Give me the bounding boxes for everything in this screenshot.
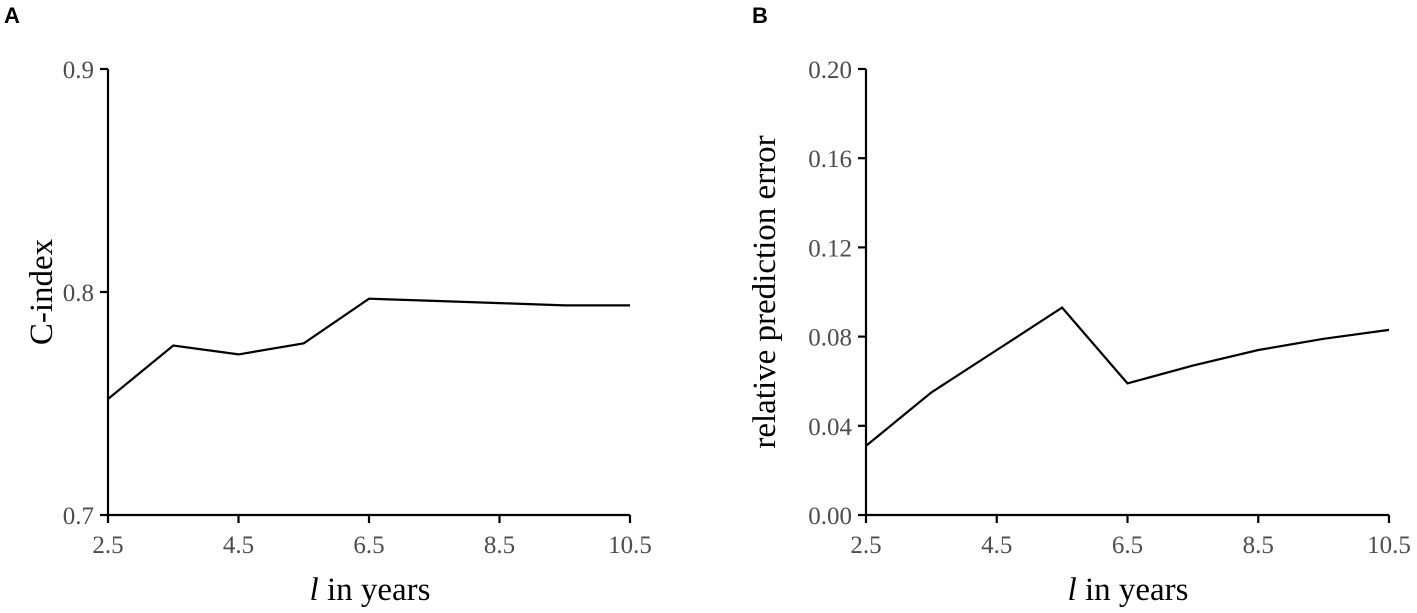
- y-tick-label: 0.08: [808, 325, 852, 352]
- x-tick-label: 2.5: [92, 532, 123, 559]
- x-axis-title-text: in years: [319, 572, 431, 608]
- chart-panel-a: A 0.7 0.8 0.9 2.5 4.5 6.5 8.5 10.5 C-index l in ye…: [4, 3, 652, 608]
- x-tick-label: 4.5: [981, 532, 1012, 559]
- y-tick-label: 0.04: [808, 414, 852, 441]
- x-axis-title-variable: l: [310, 572, 319, 608]
- series-line: [107, 297, 630, 400]
- x-tick-label: 6.5: [1112, 532, 1143, 559]
- y-tick-label: 0.20: [808, 57, 852, 84]
- y-tick-label: 0.00: [808, 503, 852, 530]
- x-axis-title: l in years: [1068, 572, 1189, 608]
- x-tick-label: 8.5: [1243, 532, 1274, 559]
- panel-label: A: [4, 3, 20, 28]
- x-tick-label: 8.5: [484, 532, 515, 559]
- x-tick-label: 4.5: [223, 532, 254, 559]
- panel-label: B: [752, 3, 768, 28]
- y-tick-label: 0.9: [63, 57, 94, 84]
- y-tick-label: 0.12: [808, 235, 852, 262]
- x-tick-label: 10.5: [608, 532, 652, 559]
- x-axis-title: l in years: [310, 572, 431, 608]
- x-axis-title-text: in years: [1077, 572, 1189, 608]
- y-axis-title: C-index: [24, 238, 60, 345]
- y-tick-label: 0.16: [808, 146, 852, 173]
- y-tick-label: 0.8: [63, 280, 94, 307]
- x-tick-label: 6.5: [353, 532, 384, 559]
- x-tick-label: 2.5: [850, 532, 881, 559]
- x-tick-label: 10.5: [1367, 532, 1411, 559]
- y-tick-label: 0.7: [63, 503, 94, 530]
- x-axis-title-variable: l: [1068, 572, 1077, 608]
- y-axis-title: relative prediction error: [747, 135, 783, 448]
- series-line: [865, 306, 1390, 447]
- chart-panel-b: B 0.00 0.04 0.08 0.12 0.16 0.20 2.5 4.5 6.5 8.5 10.…: [747, 3, 1411, 608]
